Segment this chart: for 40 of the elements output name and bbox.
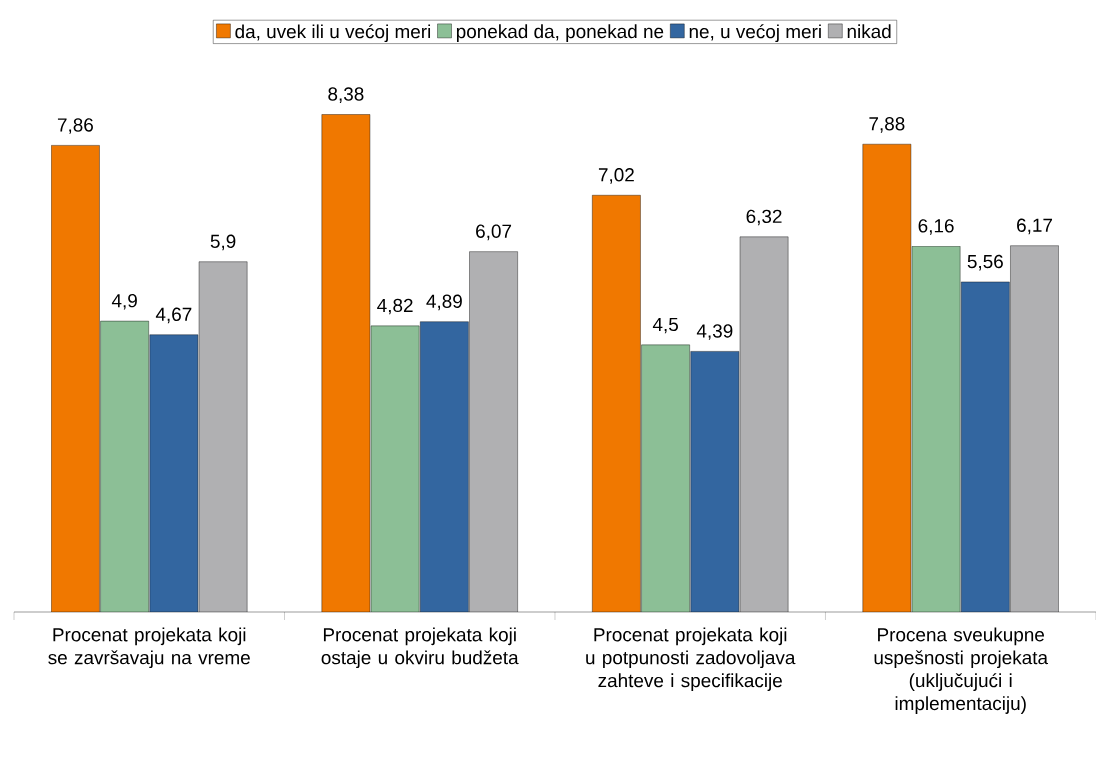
x-tick-label: Procenat projekata koji ostaje u okviru budžeta — [321, 627, 519, 669]
data-label: 6,16 — [918, 219, 954, 235]
bar — [862, 144, 912, 612]
bar — [1010, 245, 1059, 612]
legend-label: ne, u većoj meri — [689, 24, 821, 43]
bar — [199, 261, 248, 612]
bar — [371, 325, 420, 612]
x-tick-label: Procenat projekata koji se završavaju na vreme — [48, 627, 250, 669]
data-label: 4,9 — [111, 293, 137, 310]
legend-label: nikad — [847, 24, 891, 39]
legend-label: da, uvek ili u većoj meri — [235, 24, 431, 43]
data-label: 6,32 — [746, 209, 782, 226]
bar — [911, 246, 961, 612]
bar — [51, 145, 100, 612]
data-label: 5,9 — [210, 234, 236, 251]
data-label: 4,67 — [155, 307, 192, 324]
data-label: 4,82 — [377, 298, 413, 315]
data-label: 7,88 — [869, 117, 905, 133]
bar — [690, 351, 739, 612]
data-label: 8,38 — [328, 87, 364, 103]
bar — [961, 281, 1010, 612]
data-label: 4,89 — [426, 294, 462, 311]
x-tick-label: Procenat projekata koji u potpunosti zadovoljava zahteve i specifikacije — [586, 627, 796, 691]
data-label: 7,02 — [598, 168, 634, 184]
data-label: 6,17 — [1017, 218, 1053, 235]
bar — [739, 236, 789, 612]
bar — [641, 344, 690, 612]
data-label: 4,5 — [652, 317, 678, 334]
x-tick-label: Procena sveukupne uspešnosti projekata (uključujući i implementaciju) — [874, 627, 1049, 714]
bar — [100, 321, 149, 612]
data-label: 4,39 — [696, 324, 733, 340]
legend-label: ponekad da, ponekad ne — [456, 24, 664, 42]
bar — [149, 334, 198, 612]
bar — [469, 251, 518, 612]
data-label: 6,07 — [476, 224, 512, 241]
bar — [592, 195, 641, 612]
bar — [420, 321, 469, 612]
data-label: 5,56 — [967, 254, 1003, 271]
bar — [321, 114, 370, 612]
data-label: 7,86 — [57, 118, 93, 134]
